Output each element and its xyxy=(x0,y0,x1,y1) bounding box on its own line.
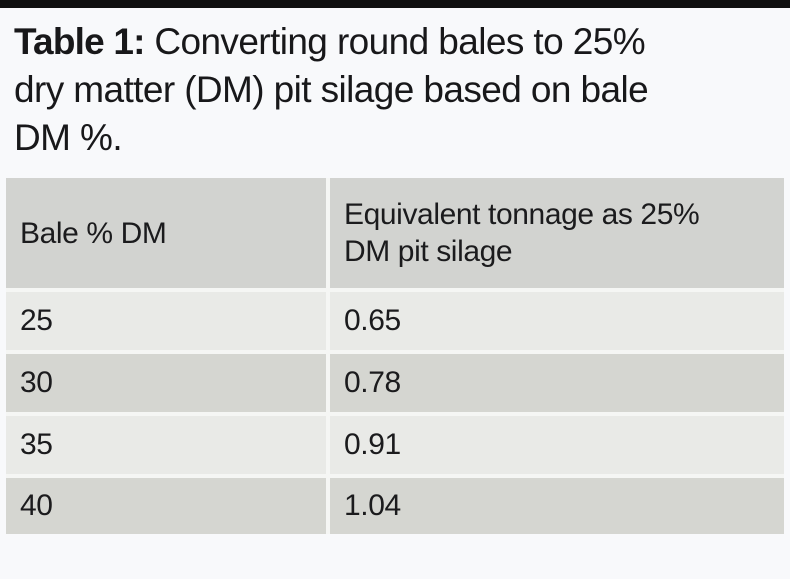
caption-label: Table 1: xyxy=(14,21,145,62)
table-row-cell-bale-dm: 35 xyxy=(6,416,326,474)
bale-dm-value: 40 xyxy=(20,489,53,522)
column-header-equivalent-tonnage: Equivalent tonnage as 25% DM pit silage xyxy=(330,178,784,288)
table-row-cell-tonnage: 1.04 xyxy=(330,478,784,534)
caption-line-2: dry matter (DM) pit silage based on bale xyxy=(14,69,649,110)
conversion-table: Bale % DM Equivalent tonnage as 25% DM p… xyxy=(6,178,784,534)
tonnage-value: 1.04 xyxy=(344,489,401,522)
column-header-bale-dm: Bale % DM xyxy=(6,178,326,288)
bale-dm-value: 25 xyxy=(20,304,53,337)
table-row-cell-tonnage: 0.78 xyxy=(330,354,784,412)
tonnage-value: 0.78 xyxy=(344,366,401,399)
column-header-bale-dm-label: Bale % DM xyxy=(20,216,167,250)
table-row-cell-bale-dm: 25 xyxy=(6,292,326,350)
bale-dm-value: 30 xyxy=(20,366,53,399)
column-header-line-2: DM pit silage xyxy=(344,235,513,268)
top-bar xyxy=(0,0,790,8)
table-row-cell-tonnage: 0.91 xyxy=(330,416,784,474)
table-row-cell-bale-dm: 30 xyxy=(6,354,326,412)
table-caption: Table 1: Converting round bales to 25% d… xyxy=(14,18,782,162)
table-row-cell-bale-dm: 40 xyxy=(6,478,326,534)
tonnage-value: 0.91 xyxy=(344,428,401,461)
caption-text-1: Converting round bales to 25% xyxy=(144,21,645,62)
bale-dm-value: 35 xyxy=(20,428,53,461)
table-row-cell-tonnage: 0.65 xyxy=(330,292,784,350)
caption-line-3: DM %. xyxy=(14,117,123,158)
column-header-equivalent-tonnage-label: Equivalent tonnage as 25% DM pit silage xyxy=(344,196,700,270)
column-header-line-1: Equivalent tonnage as 25% xyxy=(344,198,700,231)
tonnage-value: 0.65 xyxy=(344,304,401,337)
caption-line-1: Table 1: Converting round bales to 25% xyxy=(14,18,782,66)
